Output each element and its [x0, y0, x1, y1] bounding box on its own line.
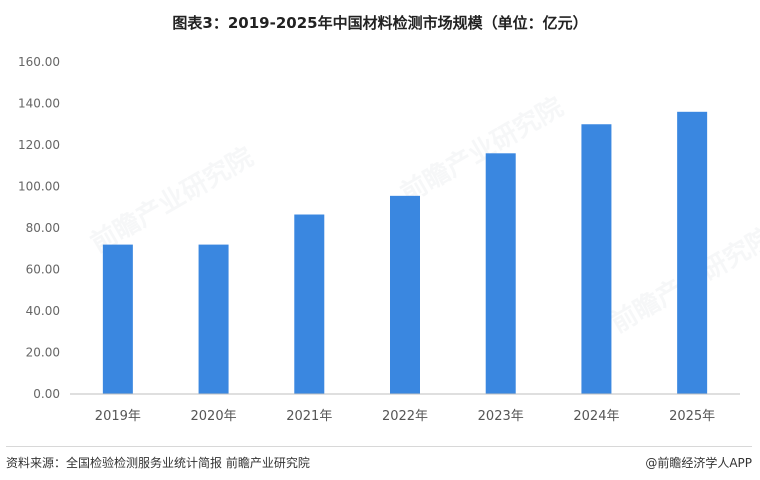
- y-tick-label: 120.00: [18, 138, 60, 152]
- bar: [581, 124, 612, 394]
- y-tick-label: 160.00: [18, 55, 60, 69]
- bar: [102, 244, 133, 394]
- footer: 资料来源：全国检验检测服务业统计简报 前瞻产业研究院 @前瞻经济学人APP: [6, 446, 752, 471]
- chart-title: 图表3：2019-2025年中国材料检测市场规模（单位：亿元）: [172, 14, 588, 32]
- x-axis: 2019年 2020年 2021年 2022年 2023年 2024年 2025年: [70, 393, 740, 424]
- y-tick-label: 100.00: [18, 180, 60, 194]
- x-tick-label: 2022年: [382, 409, 428, 424]
- y-tick-label: 80.00: [26, 221, 60, 235]
- y-tick-label: 60.00: [26, 263, 60, 277]
- bar-chart: 0.00 20.00 40.00 60.00 80.00 100.00 120.00 140.…: [18, 55, 740, 424]
- bar: [390, 195, 420, 394]
- x-tick-label: 2024年: [573, 409, 619, 424]
- brand-credit: @前瞻经济学人APP: [645, 456, 752, 470]
- y-tick-label: 140.00: [18, 97, 60, 111]
- bar: [485, 153, 516, 394]
- x-tick-label: 2021年: [286, 409, 332, 424]
- source-note: 资料来源：全国检验检测服务业统计简报 前瞻产业研究院: [6, 456, 310, 470]
- y-tick-label: 20.00: [26, 346, 60, 360]
- y-tick-label: 0.00: [33, 387, 60, 401]
- bar: [677, 111, 708, 395]
- x-tick-label: 2020年: [191, 409, 237, 424]
- y-axis: 0.00 20.00 40.00 60.00 80.00 100.00 120.00 140.…: [18, 55, 60, 401]
- bar: [294, 214, 325, 394]
- bar: [198, 244, 229, 394]
- bars: [102, 111, 708, 395]
- x-tick-label: 2019年: [95, 409, 141, 424]
- x-tick-label: 2023年: [478, 409, 524, 424]
- y-tick-label: 40.00: [26, 304, 60, 318]
- x-tick-label: 2025年: [669, 409, 715, 424]
